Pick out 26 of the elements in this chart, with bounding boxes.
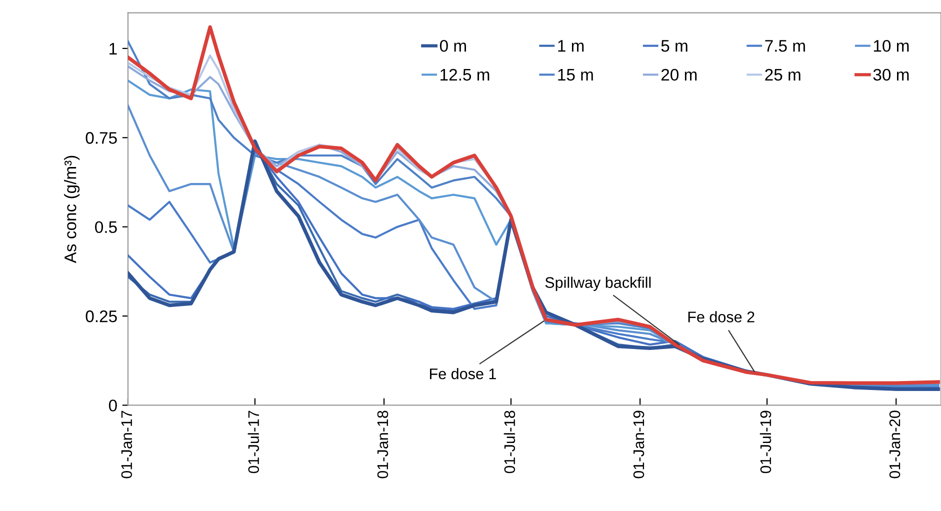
y-tick-label: 0.5 bbox=[95, 221, 117, 234]
x-tick-label: 01-Jul-18 bbox=[504, 410, 516, 474]
legend-label: 30 m bbox=[873, 68, 909, 81]
legend-label: 0 m bbox=[440, 40, 466, 52]
y-tick-label: 0.75 bbox=[86, 132, 117, 144]
legend-label: 12.5 m bbox=[440, 68, 490, 81]
legend-label: 5 m bbox=[661, 40, 688, 52]
legend-label: 10 m bbox=[874, 40, 909, 52]
x-tick-label: 01-Jul-19 bbox=[760, 410, 772, 474]
annotation: Fe dose 2 bbox=[688, 311, 754, 322]
legend-label: 20 m bbox=[661, 68, 697, 81]
legend-label: 15 m bbox=[558, 69, 593, 81]
legend-label: 1 m bbox=[558, 40, 584, 52]
y-tick-label: 0 bbox=[108, 400, 117, 412]
x-tick-label: 01-Jan-20 bbox=[889, 410, 900, 478]
annotation: Fe dose 1 bbox=[430, 368, 496, 380]
x-tick-label: 01-Jan-17 bbox=[121, 410, 132, 478]
legend-label: 25 m bbox=[765, 68, 800, 81]
annotation: Spillway backfill bbox=[545, 276, 651, 291]
y-tick-label: 0.25 bbox=[86, 310, 117, 322]
legend-label: 7.5 m bbox=[765, 40, 805, 52]
x-tick-label: 01-Jan-18 bbox=[377, 410, 388, 478]
x-tick-label: 01-Jul-17 bbox=[248, 410, 260, 474]
y-tick-label: 1 bbox=[110, 43, 117, 54]
y-axis-title: As conc (g/m³) bbox=[64, 156, 80, 264]
x-tick-label: 01-Jan-19 bbox=[633, 410, 644, 478]
